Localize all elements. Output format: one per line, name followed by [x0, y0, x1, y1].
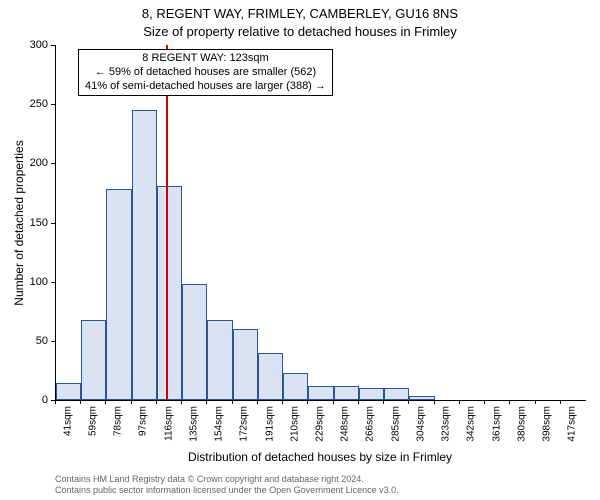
- y-tick-label: 300: [8, 39, 48, 51]
- x-tick-mark: [560, 400, 561, 404]
- x-tick-mark: [282, 400, 283, 404]
- x-tick-label: 266sqm: [365, 406, 376, 442]
- histogram-bar: [359, 388, 384, 400]
- y-tick-mark: [51, 341, 55, 342]
- y-tick-label: 0: [8, 394, 48, 406]
- y-tick-mark: [51, 104, 55, 105]
- x-tick-label: 398sqm: [542, 406, 553, 442]
- y-tick-label: 50: [8, 335, 48, 347]
- x-axis-label: Distribution of detached houses by size …: [55, 450, 585, 464]
- x-tick-label: 248sqm: [340, 406, 351, 442]
- histogram-bar: [384, 388, 409, 400]
- x-tick-mark: [434, 400, 435, 404]
- y-tick-mark: [51, 282, 55, 283]
- x-tick-mark: [307, 400, 308, 404]
- y-tick-label: 100: [8, 276, 48, 288]
- x-tick-mark: [181, 400, 182, 404]
- x-tick-mark: [535, 400, 536, 404]
- histogram-bar: [56, 383, 81, 400]
- plot-area: 8 REGENT WAY: 123sqm ← 59% of detached h…: [55, 45, 586, 401]
- x-tick-mark: [509, 400, 510, 404]
- histogram-bar: [207, 320, 232, 400]
- y-tick-mark: [51, 163, 55, 164]
- x-tick-label: 210sqm: [289, 406, 300, 442]
- histogram-bar: [106, 189, 131, 400]
- info-line-2: ← 59% of detached houses are smaller (56…: [85, 66, 326, 80]
- attribution-line-2: Contains public sector information licen…: [55, 485, 399, 496]
- histogram-bar: [182, 284, 207, 400]
- histogram-bar: [409, 396, 434, 400]
- x-tick-label: 135sqm: [188, 406, 199, 442]
- x-tick-label: 229sqm: [315, 406, 326, 442]
- y-tick-label: 150: [8, 217, 48, 229]
- chart-subtitle: Size of property relative to detached ho…: [0, 24, 600, 39]
- x-tick-label: 380sqm: [516, 406, 527, 442]
- y-tick-mark: [51, 45, 55, 46]
- attribution-line-1: Contains HM Land Registry data © Crown c…: [55, 474, 399, 485]
- x-tick-mark: [383, 400, 384, 404]
- x-tick-mark: [358, 400, 359, 404]
- chart-title: 8, REGENT WAY, FRIMLEY, CAMBERLEY, GU16 …: [0, 6, 600, 21]
- y-tick-label: 250: [8, 98, 48, 110]
- x-tick-mark: [459, 400, 460, 404]
- x-tick-label: 304sqm: [415, 406, 426, 442]
- x-tick-label: 78sqm: [113, 406, 124, 436]
- info-line-3: 41% of semi-detached houses are larger (…: [85, 80, 326, 94]
- x-tick-mark: [333, 400, 334, 404]
- x-tick-mark: [257, 400, 258, 404]
- histogram-bar: [308, 386, 333, 400]
- histogram-bar: [233, 329, 258, 400]
- x-tick-label: 417sqm: [567, 406, 578, 442]
- x-tick-mark: [131, 400, 132, 404]
- reference-line: [166, 45, 168, 400]
- info-line-1: 8 REGENT WAY: 123sqm: [85, 52, 326, 66]
- x-tick-label: 172sqm: [239, 406, 250, 442]
- info-box: 8 REGENT WAY: 123sqm ← 59% of detached h…: [78, 49, 333, 96]
- x-tick-label: 59sqm: [87, 406, 98, 436]
- x-tick-mark: [105, 400, 106, 404]
- histogram-bar: [81, 320, 106, 400]
- x-tick-label: 97sqm: [138, 406, 149, 436]
- x-tick-mark: [206, 400, 207, 404]
- x-tick-label: 41sqm: [62, 406, 73, 436]
- x-tick-label: 154sqm: [214, 406, 225, 442]
- attribution: Contains HM Land Registry data © Crown c…: [55, 474, 399, 496]
- y-tick-label: 200: [8, 157, 48, 169]
- histogram-bar: [157, 186, 182, 400]
- x-tick-label: 191sqm: [264, 406, 275, 442]
- y-tick-mark: [51, 223, 55, 224]
- x-tick-label: 116sqm: [163, 406, 174, 441]
- x-tick-label: 323sqm: [441, 406, 452, 442]
- x-tick-mark: [232, 400, 233, 404]
- x-tick-label: 342sqm: [466, 406, 477, 442]
- histogram-bar: [258, 353, 283, 400]
- histogram-bar: [283, 373, 308, 400]
- histogram-bar: [334, 386, 359, 400]
- x-tick-mark: [80, 400, 81, 404]
- x-tick-mark: [484, 400, 485, 404]
- chart-container: 8, REGENT WAY, FRIMLEY, CAMBERLEY, GU16 …: [0, 0, 600, 500]
- histogram-bar: [132, 110, 157, 400]
- x-tick-mark: [55, 400, 56, 404]
- x-tick-mark: [156, 400, 157, 404]
- x-tick-label: 285sqm: [390, 406, 401, 442]
- x-tick-label: 361sqm: [491, 406, 502, 442]
- x-tick-mark: [408, 400, 409, 404]
